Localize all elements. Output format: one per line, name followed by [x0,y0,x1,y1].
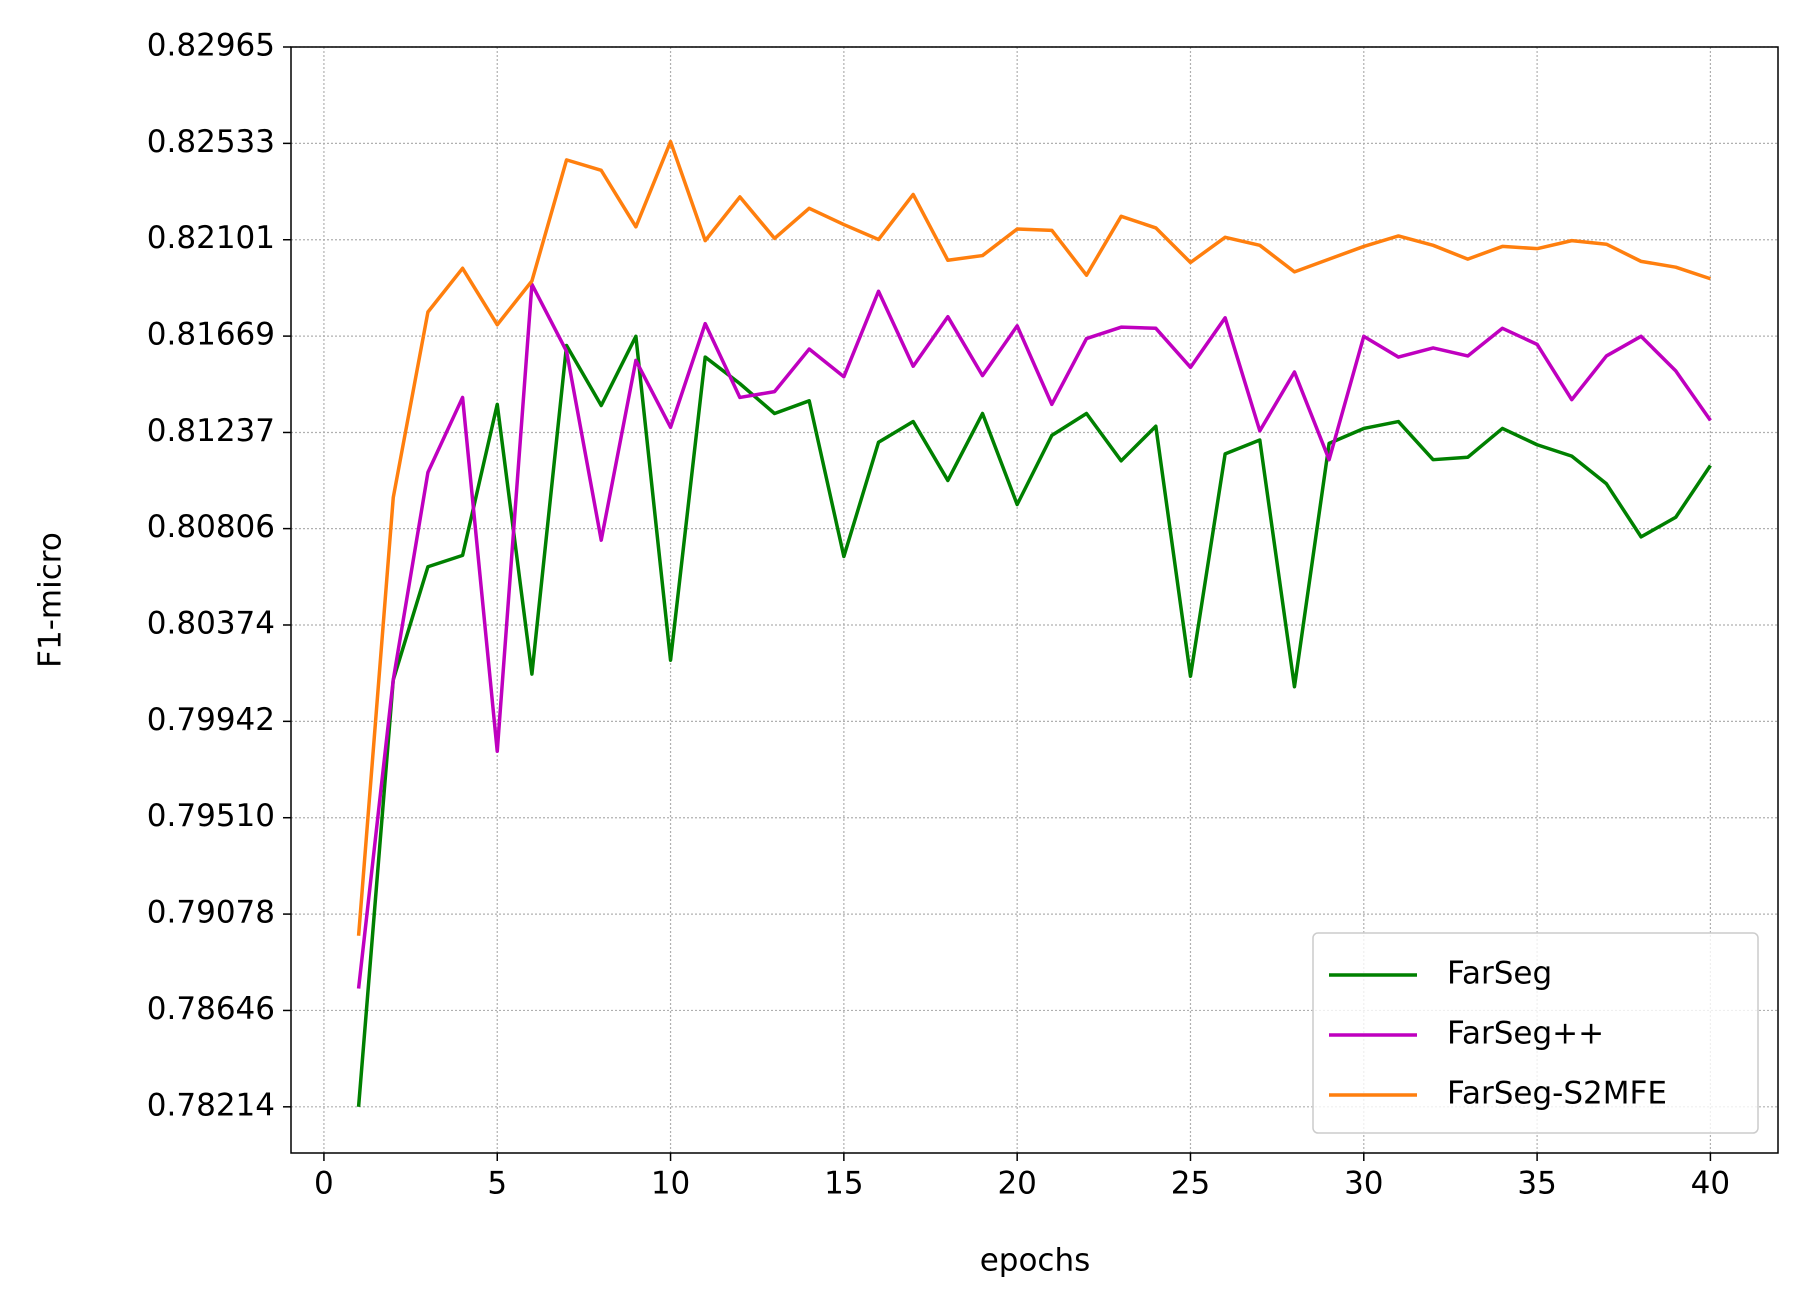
x-tick-label: 30 [1344,1166,1383,1202]
y-axis-label: F1-micro [33,532,69,668]
y-tick-label: 0.79942 [147,702,275,738]
y-tick-label: 0.80374 [147,605,275,641]
x-tick-label: 25 [1171,1166,1210,1202]
x-tick-label: 5 [487,1166,507,1202]
y-tick-label: 0.80806 [147,509,275,545]
legend-label: FarSeg-S2MFE [1447,1076,1667,1112]
x-tick-label: 0 [314,1166,334,1202]
y-tick-label: 0.78646 [147,991,275,1027]
x-tick-label: 10 [651,1166,690,1202]
x-tick-label: 15 [824,1166,863,1202]
x-tick-label: 35 [1517,1166,1556,1202]
y-tick-label: 0.82965 [147,28,275,64]
y-tick-label: 0.79078 [147,895,275,931]
y-tick-label: 0.81669 [147,317,275,353]
legend-box [1312,932,1759,1134]
y-tick-label: 0.79510 [147,798,275,834]
x-tick-label: 20 [997,1166,1036,1202]
x-axis-label: epochs [980,1243,1091,1279]
y-tick-label: 0.82533 [147,124,275,160]
plot-frame [290,46,1779,1154]
y-tick-label: 0.82101 [147,220,275,256]
legend-label: FarSeg++ [1447,1016,1604,1052]
x-tick-label: 40 [1691,1166,1730,1202]
series-line [356,282,1712,989]
legend-label: FarSeg [1447,956,1552,992]
y-tick-label: 0.78214 [147,1087,275,1123]
series-line [356,334,1712,1107]
series-line [356,139,1711,936]
y-tick-label: 0.81237 [147,413,275,449]
